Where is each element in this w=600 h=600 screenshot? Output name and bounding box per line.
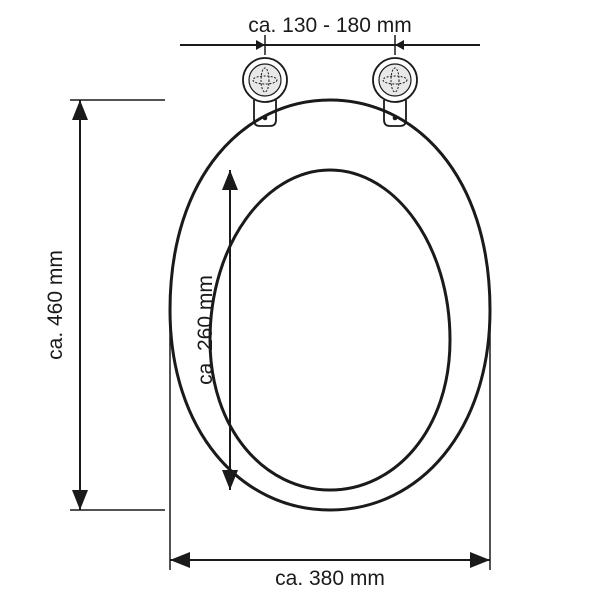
toilet-seat-dimension-diagram: ca. 130 - 180 mm ca. 460 mm ca. 260 mm c… [0, 0, 600, 600]
dimension-inner-height: ca. 260 mm [194, 170, 230, 490]
hinge-left [243, 58, 287, 126]
seat-outer-outline [170, 100, 490, 510]
total-height-label: ca. 460 mm [44, 250, 67, 360]
hinge-right [373, 58, 417, 126]
hinge-spacing-label: ca. 130 - 180 mm [248, 14, 411, 37]
dimension-hinge-spacing: ca. 130 - 180 mm [180, 14, 480, 55]
dimension-total-height: ca. 460 mm [44, 100, 165, 510]
seat-inner-opening [210, 170, 450, 490]
inner-height-label: ca. 260 mm [194, 275, 217, 385]
width-label: ca. 380 mm [275, 567, 385, 590]
